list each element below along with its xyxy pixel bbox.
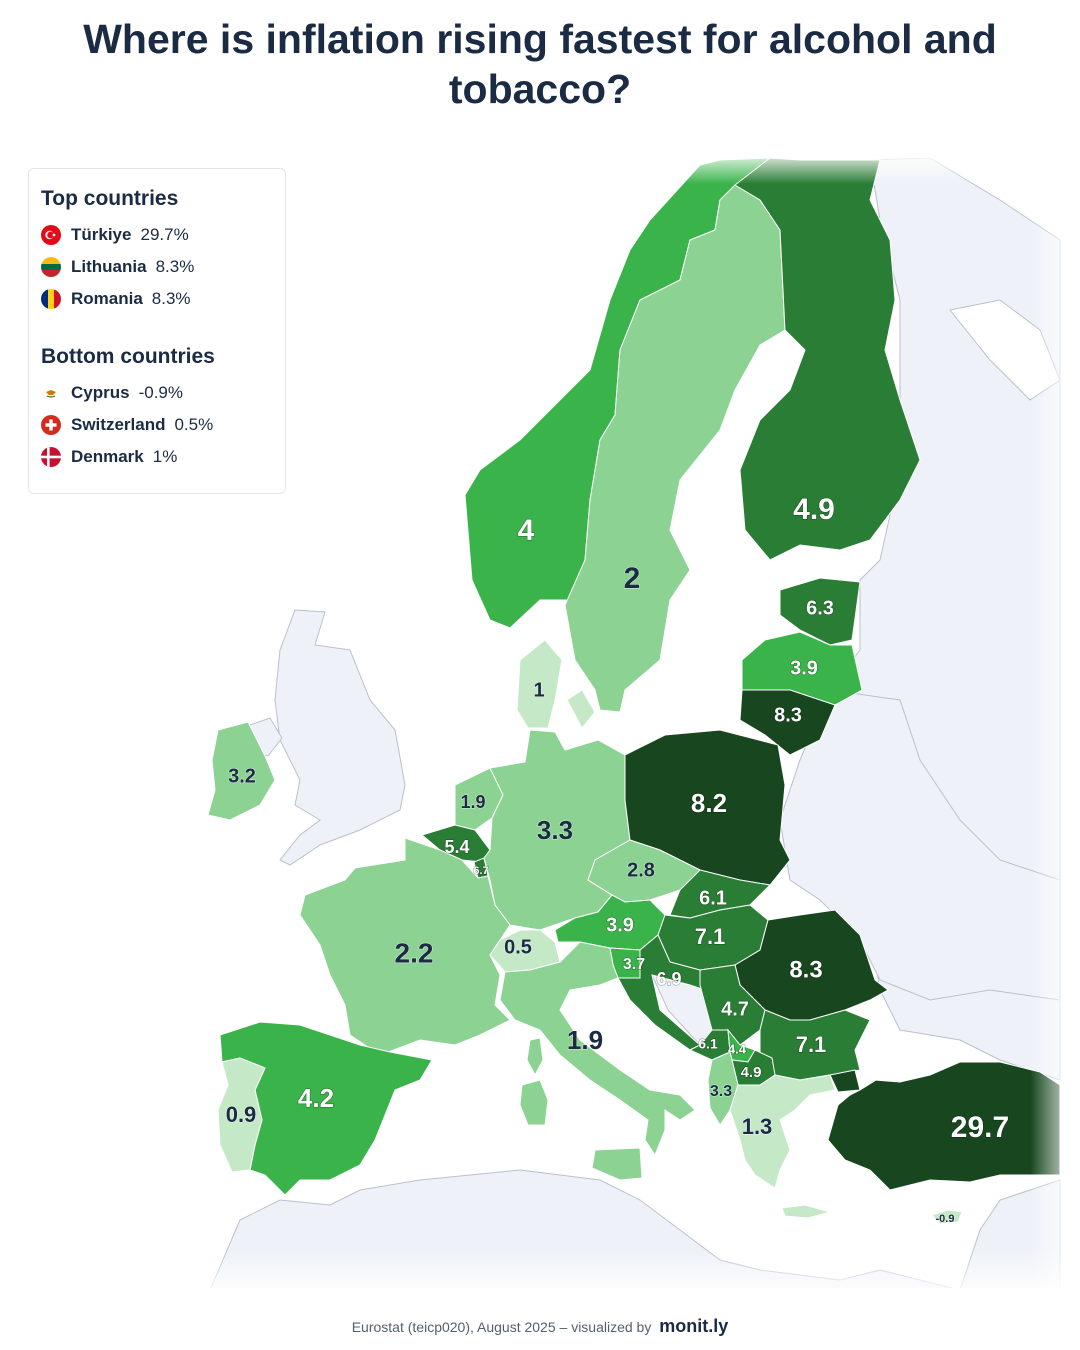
legend-country-name: Romania	[71, 289, 143, 308]
cyprus-flag-icon	[41, 383, 61, 403]
label-denmark: 1	[533, 679, 544, 701]
label-sweden: 2	[624, 562, 641, 595]
label-latvia: 3.9	[790, 657, 818, 679]
legend-country-name: Cyprus	[71, 383, 130, 402]
label-turkiye: 29.7	[951, 1111, 1009, 1144]
label-netherlands: 1.9	[460, 792, 485, 812]
legend-country-value: 8.3%	[151, 289, 191, 308]
legend-country-value: 1%	[152, 447, 178, 466]
legend-row: Cyprus -0.9%	[41, 377, 285, 409]
turkey-flag-icon	[41, 225, 61, 245]
label-lithuania: 8.3	[774, 704, 802, 726]
legend-row: Denmark 1%	[41, 441, 285, 473]
page-title: Where is inflation rising fastest for al…	[83, 16, 997, 112]
label-hungary: 7.1	[695, 924, 726, 949]
country-lithuania	[739, 689, 836, 756]
data-countries	[207, 157, 1061, 1225]
legend-country-name: Denmark	[71, 447, 144, 466]
country-turkiye-thrace	[829, 1069, 861, 1093]
legend-country-value: 0.5%	[174, 415, 214, 434]
country-france-corsica	[526, 1037, 544, 1077]
fade-right	[1030, 150, 1080, 1300]
label-italy: 1.9	[567, 1025, 603, 1055]
country-portugal	[217, 1057, 266, 1173]
country-italy-sicily	[591, 1147, 643, 1181]
label-cyprus: -0.9	[936, 1213, 955, 1225]
denmark-flag-icon	[41, 447, 61, 467]
legend-country-value: 29.7%	[140, 225, 189, 244]
country-italy	[499, 941, 696, 1157]
source-text: Eurostat (teicp020), August 2025 – visua…	[351, 1319, 652, 1335]
label-kosovo: 4.4	[728, 1041, 747, 1056]
country-estonia	[779, 577, 861, 646]
legend-country-value: 8.3%	[155, 257, 195, 276]
label-bulgaria: 7.1	[796, 1032, 827, 1057]
legend-country-name: Türkiye	[71, 225, 132, 244]
label-norway: 4	[518, 514, 535, 547]
country-denmark-island	[566, 689, 596, 729]
legend-row: Lithuania 8.3%	[41, 251, 285, 283]
label-croatia: 6.9	[656, 969, 681, 989]
label-germany: 3.3	[537, 815, 573, 845]
legend-country-name: Switzerland	[71, 415, 166, 434]
country-france	[299, 837, 511, 1056]
source-footer: Eurostat (teicp020), August 2025 – visua…	[0, 1316, 1080, 1337]
label-estonia: 6.3	[806, 597, 834, 619]
label-portugal: 0.9	[226, 1102, 257, 1127]
legend-country-name: Lithuania	[71, 257, 147, 276]
label-switzerland: 0.5	[504, 936, 532, 958]
romania-flag-icon	[41, 289, 61, 309]
label-luxembourg: 6.7	[473, 865, 488, 877]
label-slovenia: 3.7	[623, 956, 645, 973]
label-montenegro: 6.1	[698, 1036, 718, 1052]
legend-row: Romania 8.3%	[41, 283, 285, 315]
value-labels: 4 2 4.9 6.3 3.9 8.3 1 3.2 1.9 5.4 6.7 3.…	[225, 492, 1010, 1225]
legend-bottom-heading: Bottom countries	[41, 345, 215, 368]
label-spain: 4.2	[298, 1083, 334, 1113]
non-data-lands	[209, 157, 1061, 1291]
country-cyprus	[931, 1209, 963, 1225]
label-north-macedonia: 4.9	[741, 1064, 762, 1081]
country-czechia	[587, 839, 701, 903]
mask-top	[0, 120, 1080, 158]
label-poland: 8.2	[691, 788, 727, 818]
label-finland: 4.9	[793, 493, 835, 526]
label-albania: 3.3	[710, 1083, 732, 1100]
country-greece	[729, 1074, 836, 1189]
label-slovakia: 6.1	[699, 887, 727, 909]
country-italy-sardinia	[519, 1079, 549, 1126]
mask-bottom	[0, 1288, 1080, 1350]
label-czechia: 2.8	[627, 859, 655, 881]
brand-logo[interactable]: monit.ly	[659, 1316, 729, 1336]
country-croatia	[617, 934, 706, 1051]
label-serbia: 4.7	[721, 998, 749, 1020]
country-sweden	[564, 184, 786, 713]
label-ireland: 3.2	[228, 765, 256, 787]
legend-row: Switzerland 0.5%	[41, 409, 285, 441]
country-serbia	[699, 964, 766, 1046]
legend-top-heading: Top countries	[41, 187, 179, 210]
great-britain-shape	[274, 609, 406, 866]
legend-row: Türkiye 29.7%	[41, 219, 285, 251]
label-france: 2.2	[395, 937, 434, 968]
label-belgium: 5.4	[444, 837, 469, 857]
country-turkiye	[827, 1061, 1061, 1191]
label-romania: 8.3	[789, 956, 822, 983]
country-ireland	[207, 721, 276, 821]
legend-panel: Top countries Türkiye 29.7% Lithuania 8.…	[28, 168, 286, 494]
legend-country-value: -0.9%	[138, 383, 183, 402]
country-denmark	[516, 639, 563, 729]
lithuania-flag-icon	[41, 257, 61, 277]
label-greece: 1.3	[742, 1114, 773, 1139]
label-austria: 3.9	[606, 914, 634, 936]
switzerland-flag-icon	[41, 415, 61, 435]
country-greece-crete	[781, 1204, 832, 1219]
